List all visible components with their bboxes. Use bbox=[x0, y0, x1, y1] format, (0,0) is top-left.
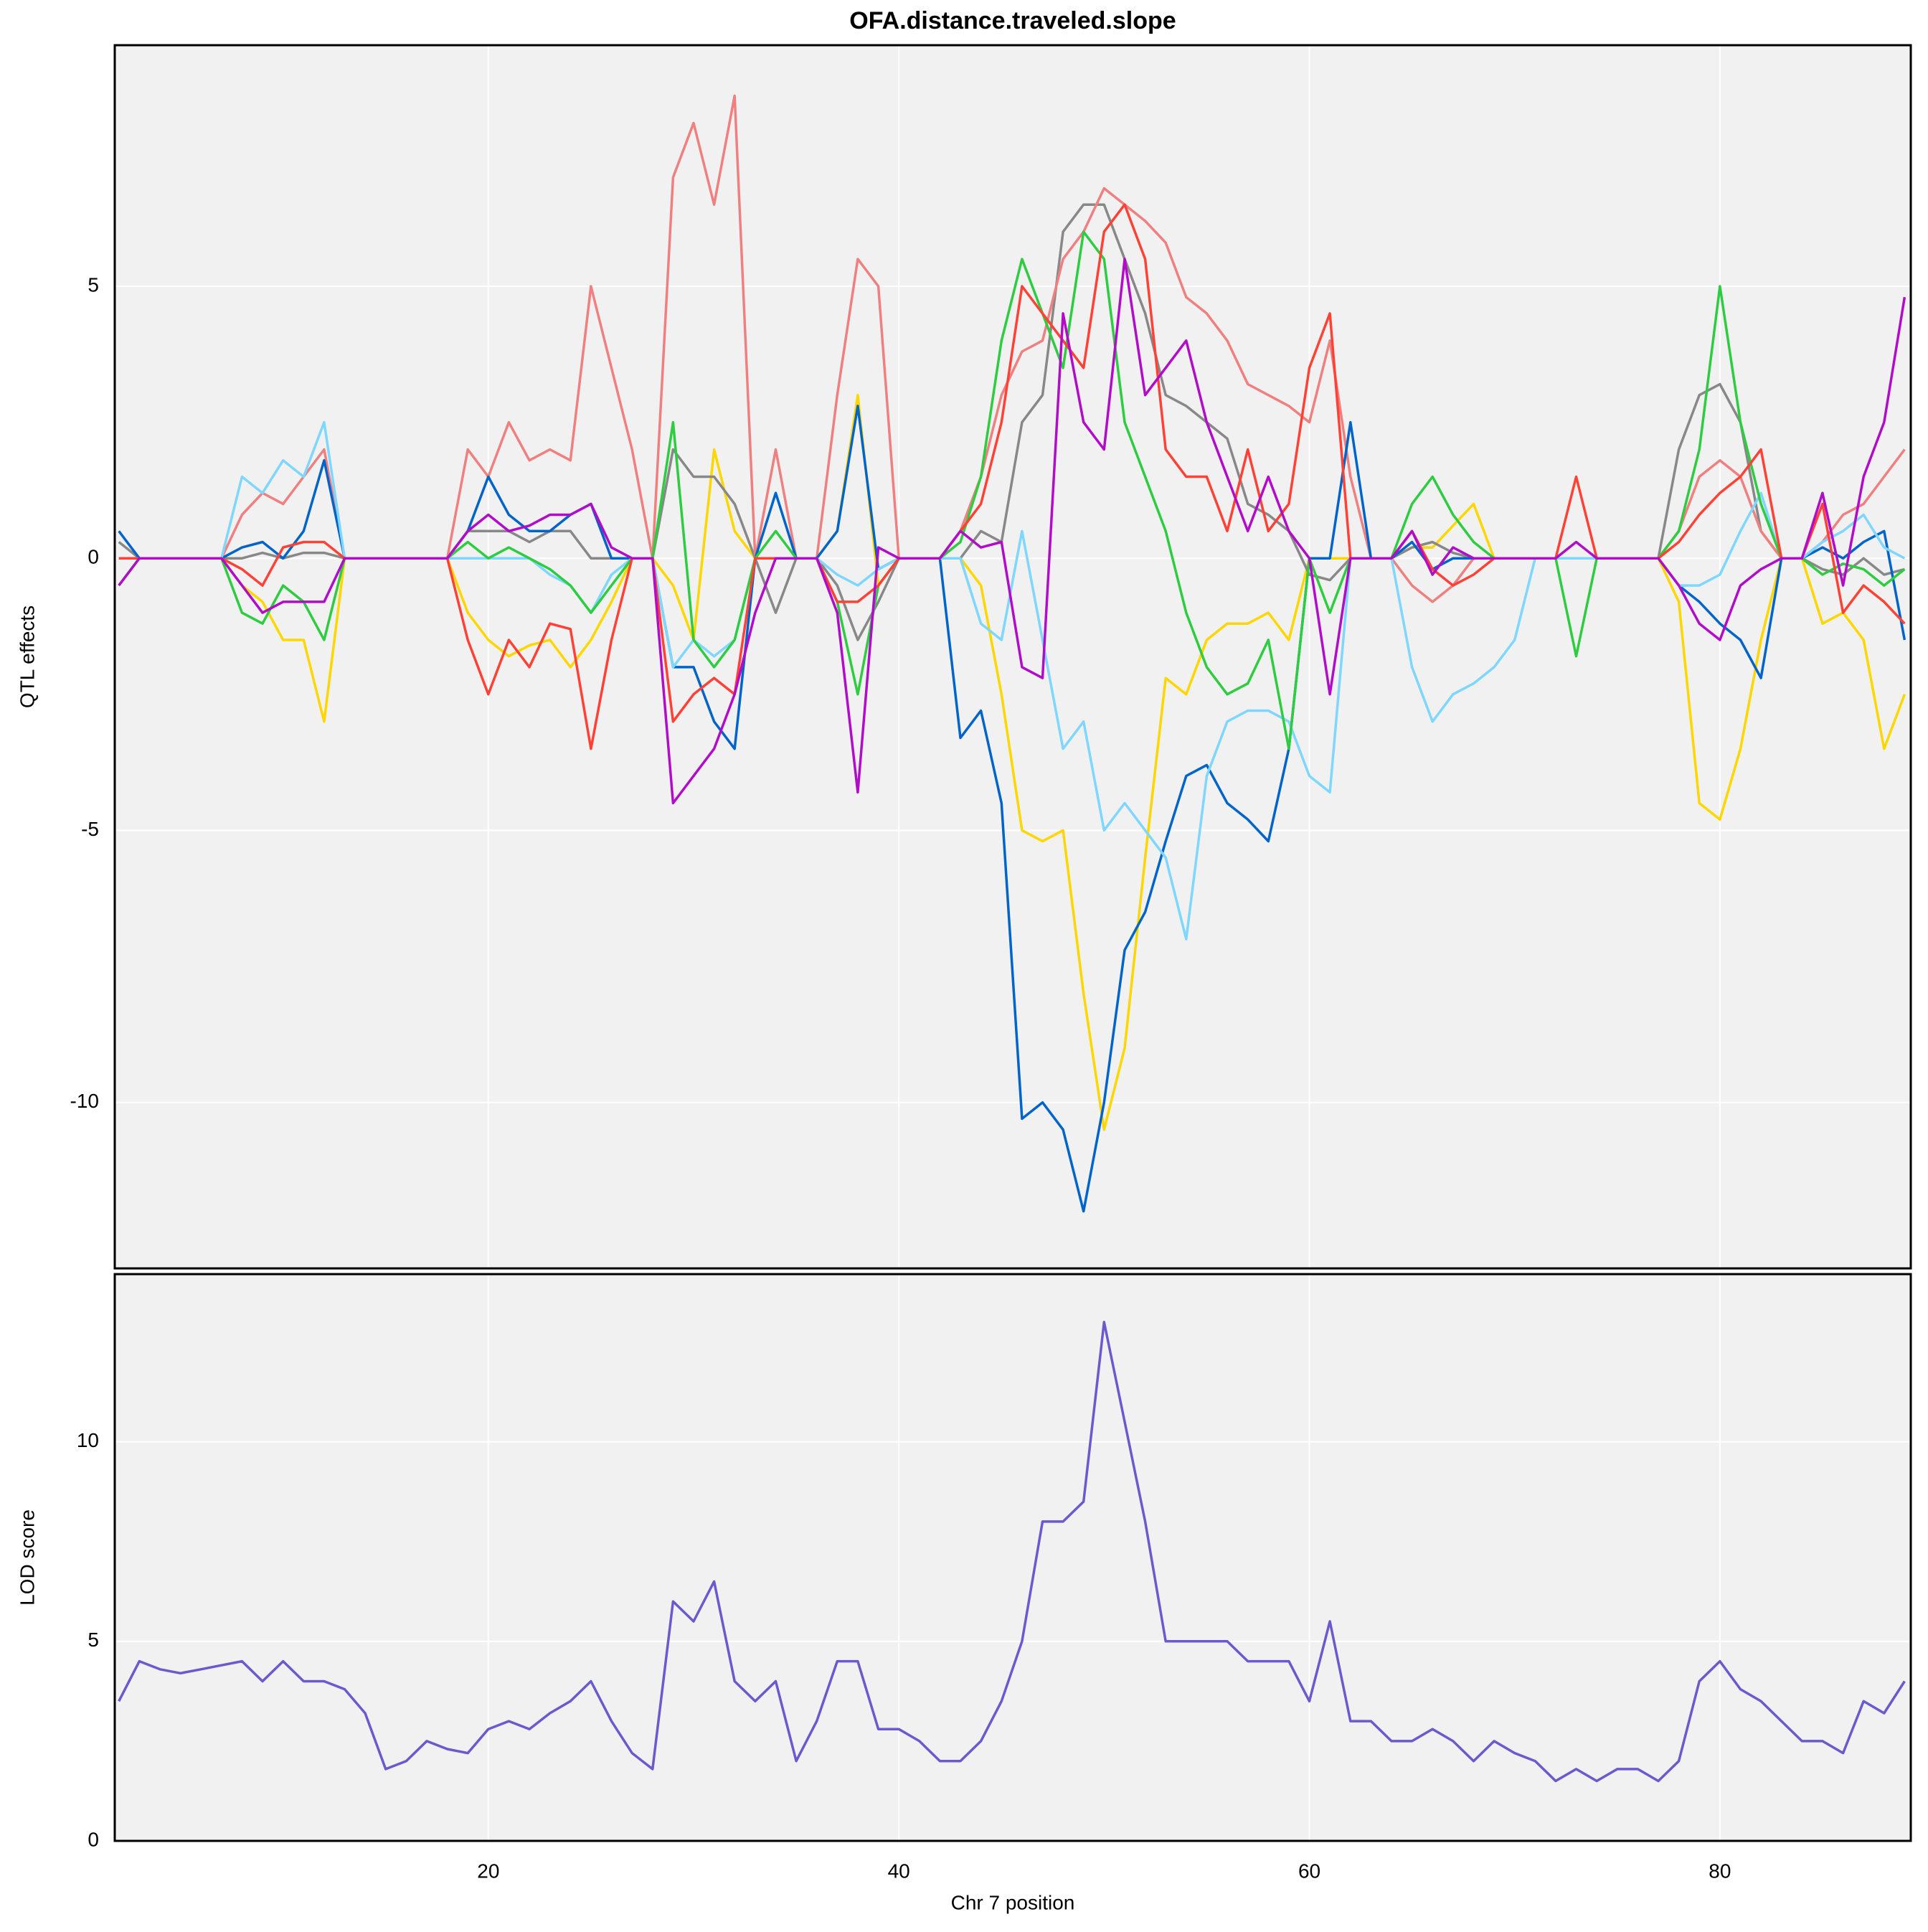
series-line bbox=[118, 1321, 1906, 1783]
x-axis-label: Chr 7 position bbox=[951, 1891, 1075, 1913]
y-tick-label: 0 bbox=[88, 546, 99, 568]
y-tick-label: 10 bbox=[77, 1429, 99, 1451]
plot-background bbox=[115, 1274, 1911, 1841]
y-axis-label: QTL effects bbox=[16, 605, 38, 708]
plot-background bbox=[115, 45, 1911, 1268]
y-tick-label: -10 bbox=[70, 1090, 99, 1112]
x-tick-label: 40 bbox=[888, 1860, 910, 1882]
y-tick-label: 5 bbox=[88, 273, 99, 296]
y-tick-label: -5 bbox=[81, 818, 99, 840]
plot-border bbox=[113, 1273, 1912, 1842]
x-tick-label: 80 bbox=[1709, 1860, 1731, 1882]
y-tick-label: 5 bbox=[88, 1629, 99, 1651]
x-tick-label: 20 bbox=[477, 1860, 499, 1882]
chart-title: OFA.distance.traveled.slope bbox=[849, 7, 1176, 34]
y-axis-label: LOD score bbox=[16, 1509, 38, 1606]
y-tick-label: 0 bbox=[88, 1828, 99, 1850]
plot-border bbox=[113, 44, 1912, 1270]
x-tick-label: 60 bbox=[1298, 1860, 1320, 1882]
series-line bbox=[118, 258, 1906, 805]
